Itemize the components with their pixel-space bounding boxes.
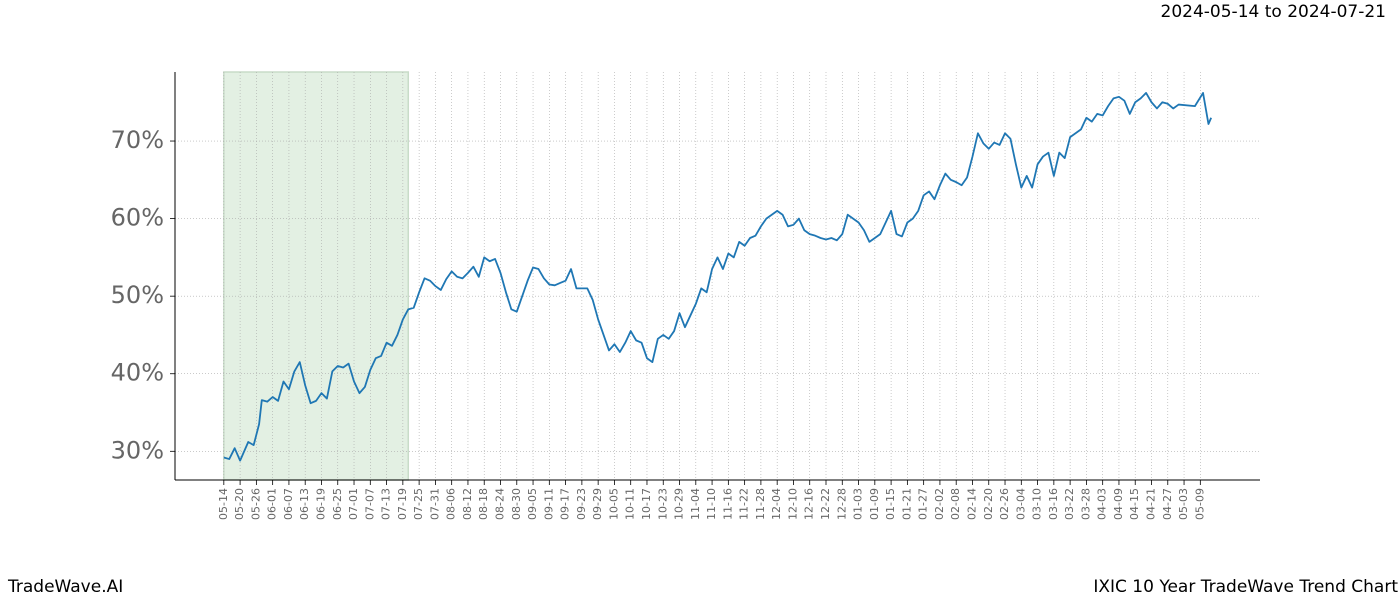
x-tick-label: 11-28 bbox=[754, 488, 767, 520]
x-tick-label: 07-07 bbox=[363, 488, 376, 520]
x-tick-label: 03-10 bbox=[1031, 488, 1044, 520]
x-tick-label: 08-12 bbox=[461, 488, 474, 520]
x-tick-label: 06-07 bbox=[282, 488, 295, 520]
x-tick-label: 03-04 bbox=[1014, 488, 1027, 520]
x-tick-label: 05-09 bbox=[1193, 488, 1206, 520]
x-tick-label: 07-25 bbox=[412, 488, 425, 520]
x-tick-label: 12-22 bbox=[819, 488, 832, 520]
x-tick-label: 12-10 bbox=[786, 488, 799, 520]
x-tick-label: 08-18 bbox=[477, 488, 490, 520]
x-tick-label: 02-20 bbox=[982, 488, 995, 520]
x-tick-label: 06-19 bbox=[314, 488, 327, 520]
x-tick-label: 04-27 bbox=[1161, 488, 1174, 520]
x-tick-label: 02-26 bbox=[998, 488, 1011, 520]
x-tick-label: 09-29 bbox=[591, 488, 604, 520]
x-tick-label: 04-15 bbox=[1128, 488, 1141, 520]
x-tick-label: 10-29 bbox=[673, 488, 686, 520]
x-tick-label: 09-05 bbox=[526, 488, 539, 520]
x-tick-label: 10-17 bbox=[640, 488, 653, 520]
x-tick-label: 05-14 bbox=[217, 488, 230, 520]
x-tick-label: 11-04 bbox=[689, 488, 702, 520]
y-tick-label: 60% bbox=[111, 204, 164, 232]
x-tick-label: 03-28 bbox=[1079, 488, 1092, 520]
x-tick-label: 12-04 bbox=[770, 488, 783, 520]
x-tick-label: 08-06 bbox=[445, 488, 458, 520]
x-tick-label: 07-13 bbox=[380, 488, 393, 520]
x-tick-label: 01-21 bbox=[900, 488, 913, 520]
x-tick-label: 02-02 bbox=[933, 488, 946, 520]
y-tick-label: 50% bbox=[111, 281, 164, 309]
y-tick-label: 70% bbox=[111, 126, 164, 154]
x-tick-label: 08-30 bbox=[510, 488, 523, 520]
x-tick-label: 07-19 bbox=[396, 488, 409, 520]
x-tick-label: 10-23 bbox=[656, 488, 669, 520]
x-tick-label: 12-28 bbox=[835, 488, 848, 520]
x-tick-label: 04-21 bbox=[1145, 488, 1158, 520]
chart-title: IXIC 10 Year TradeWave Trend Chart bbox=[1093, 577, 1398, 597]
x-tick-label: 07-01 bbox=[347, 488, 360, 520]
x-tick-label: 07-31 bbox=[428, 488, 441, 520]
x-tick-label: 08-24 bbox=[494, 488, 507, 520]
x-tick-label: 01-03 bbox=[852, 488, 865, 520]
date-range: 2024-05-14 to 2024-07-21 bbox=[1161, 2, 1386, 22]
trend-line bbox=[223, 92, 1212, 462]
highlight-region bbox=[223, 71, 410, 481]
brand: TradeWave.AI bbox=[7, 577, 123, 597]
x-tick-label: 10-11 bbox=[624, 488, 637, 520]
x-tick-label: 02-14 bbox=[965, 488, 978, 520]
x-tick-label: 06-01 bbox=[266, 488, 279, 520]
x-tick-label: 03-16 bbox=[1047, 488, 1060, 520]
x-tick-label: 05-03 bbox=[1177, 488, 1190, 520]
x-tick-label: 11-10 bbox=[705, 488, 718, 520]
x-tick-label: 01-09 bbox=[868, 488, 881, 520]
x-tick-label: 09-17 bbox=[559, 488, 572, 520]
x-tick-label: 11-16 bbox=[721, 488, 734, 520]
y-tick-label: 30% bbox=[111, 436, 164, 464]
x-tick-label: 05-26 bbox=[249, 488, 262, 520]
x-tick-label: 09-23 bbox=[575, 488, 588, 520]
x-tick-label: 02-08 bbox=[949, 488, 962, 520]
x-tick-label: 12-16 bbox=[803, 488, 816, 520]
x-tick-label: 10-05 bbox=[607, 488, 620, 520]
x-tick-label: 03-22 bbox=[1063, 488, 1076, 520]
x-tick-label: 01-27 bbox=[917, 488, 930, 520]
x-tick-label: 06-25 bbox=[331, 488, 344, 520]
x-tick-label: 01-15 bbox=[884, 488, 897, 520]
x-tick-label: 11-22 bbox=[738, 488, 751, 520]
y-tick-label: 40% bbox=[111, 359, 164, 387]
x-tick-label: 04-03 bbox=[1096, 488, 1109, 520]
x-tick-label: 04-09 bbox=[1112, 488, 1125, 520]
x-tick-label: 09-11 bbox=[542, 488, 555, 520]
x-tick-label: 05-20 bbox=[233, 488, 246, 520]
x-tick-label: 06-13 bbox=[298, 488, 311, 520]
